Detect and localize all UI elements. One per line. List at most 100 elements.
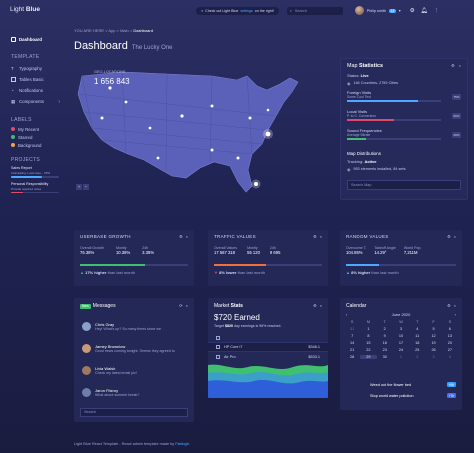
sound-frequencies-row: Sound Frequencies Average Bitrate 20%: [347, 128, 461, 140]
calendar-day[interactable]: 26: [431, 348, 436, 352]
percent-button[interactable]: 50%: [452, 113, 461, 119]
percent-button[interactable]: 20%: [452, 132, 461, 138]
breadcrumb-app[interactable]: App: [108, 28, 116, 33]
calendar-day[interactable]: 18: [415, 341, 420, 345]
calendar-day[interactable]: 28: [350, 355, 355, 359]
sidebar-label-starred[interactable]: Starred: [0, 133, 66, 141]
close-icon[interactable]: ×: [185, 234, 188, 239]
settings-link[interactable]: settings: [240, 8, 253, 13]
project-title[interactable]: Sales Report: [11, 166, 32, 170]
close-icon[interactable]: ×: [458, 63, 461, 68]
refresh-icon[interactable]: ⟳: [179, 303, 183, 308]
more-icon[interactable]: ⋮: [433, 7, 440, 14]
sidebar-label-recent[interactable]: My Recent: [0, 125, 66, 133]
table-row[interactable]: [208, 334, 328, 343]
messages-search-input[interactable]: Search: [80, 408, 188, 417]
map-search-input[interactable]: Search Map: [347, 180, 461, 190]
sidebar-item-dashboard[interactable]: Dashboard: [0, 34, 66, 45]
calendar-day[interactable]: 22: [366, 348, 371, 352]
chevron-right-icon[interactable]: ›: [454, 312, 456, 317]
calendar-day[interactable]: 8: [367, 334, 370, 338]
checkbox[interactable]: [216, 345, 220, 349]
calendar-event[interactable]: Stop world water pollution +7h: [370, 393, 456, 398]
calendar-day[interactable]: 2: [383, 327, 386, 331]
close-icon[interactable]: ×: [453, 234, 456, 239]
close-icon[interactable]: ×: [319, 303, 322, 308]
globe-icon: ◉: [347, 82, 351, 86]
message-item[interactable]: Chris Gray Hey! What's up? So many times …: [82, 322, 161, 331]
calendar-day[interactable]: 17: [398, 341, 404, 345]
calendar-day[interactable]: 25: [415, 348, 420, 352]
calendar-day[interactable]: 30: [382, 355, 387, 359]
calendar-day[interactable]: 16: [382, 341, 387, 345]
market-stats-card: Market Stats ⚙ × $720 Earned Target $820 …: [208, 298, 328, 398]
calendar-day[interactable]: 7: [351, 334, 354, 338]
gear-icon[interactable]: ⚙: [409, 7, 415, 14]
settings-icon[interactable]: ⚙: [451, 63, 455, 68]
calendar-month: June 2020: [391, 312, 411, 317]
settings-icon[interactable]: ⚙: [313, 303, 317, 308]
user-menu[interactable]: Philip smith 13 ▾: [354, 6, 401, 15]
calendar-day[interactable]: 29: [360, 355, 377, 359]
calendar-day[interactable]: 21: [350, 348, 355, 352]
sidebar-item-components[interactable]: ▦ Components ›: [11, 98, 60, 105]
sidebar-item-typography[interactable]: T Typography: [11, 66, 42, 71]
sidebar-label-background[interactable]: Background: [0, 141, 66, 149]
table-row[interactable]: HP Core i7 $346.1: [208, 343, 328, 352]
calendar-day[interactable]: 20: [447, 341, 452, 345]
calendar-day[interactable]: 10: [398, 334, 404, 338]
progress-bar: [347, 100, 441, 102]
close-icon[interactable]: ×: [185, 303, 188, 308]
percent-button[interactable]: 75%: [452, 94, 461, 100]
calendar-day[interactable]: 9: [383, 334, 386, 338]
message-item[interactable]: Livia Walsh Check my latest email plz!: [82, 366, 137, 375]
calendar-day[interactable]: 2: [416, 355, 419, 359]
sidebar-item-notifications[interactable]: ◔ Notifications: [11, 88, 43, 93]
calendar-day[interactable]: 1: [399, 355, 403, 359]
message-item[interactable]: Jaron Fitzroy What about summer break?: [82, 388, 139, 397]
calendar-day[interactable]: 4: [416, 327, 419, 331]
footer-link[interactable]: Flatlogic: [175, 442, 190, 446]
app-logo[interactable]: Light Blue: [10, 6, 41, 13]
settings-icon[interactable]: ⚙: [447, 303, 451, 308]
random-delta: ▲ 8% higher than last month: [346, 270, 399, 275]
chevron-left-icon[interactable]: ‹: [346, 312, 348, 317]
close-icon[interactable]: ×: [319, 234, 322, 239]
table-row[interactable]: Air Pro $533.1: [208, 352, 328, 361]
checkbox[interactable]: [216, 354, 220, 359]
calendar-day[interactable]: 6: [448, 327, 451, 331]
bell-icon[interactable]: 🔔︎: [420, 7, 428, 14]
calendar-day[interactable]: 23: [382, 348, 387, 352]
project-title[interactable]: Personal Responsibility: [11, 181, 49, 186]
settings-icon[interactable]: ⚙: [447, 234, 451, 239]
calendar-day[interactable]: 19: [431, 341, 436, 345]
calendar-day[interactable]: 14: [350, 341, 355, 345]
calendar-day[interactable]: 12: [431, 334, 436, 338]
earned-amount: $720 Earned: [214, 313, 260, 322]
breadcrumb-main[interactable]: Main: [120, 28, 129, 33]
calendar-day[interactable]: 15: [366, 341, 371, 345]
top-search-input[interactable]: ⌕ Search: [286, 6, 343, 15]
sidebar-item-tables[interactable]: Tables Basic: [0, 74, 66, 85]
settings-notice[interactable]: ● Check out Light Blue settings on the r…: [196, 6, 279, 15]
settings-icon[interactable]: ⚙: [313, 234, 317, 239]
calendar-event[interactable]: Weed out the flower bed +6h: [370, 382, 456, 387]
calendar-day[interactable]: 24: [398, 348, 404, 352]
zoom-in-icon[interactable]: +: [76, 184, 82, 190]
calendar-day[interactable]: 3: [399, 327, 403, 331]
close-icon[interactable]: ×: [453, 303, 456, 308]
calendar-day[interactable]: 13: [447, 334, 452, 338]
message-item[interactable]: Jamey Brownlow Good news coming tonight. …: [82, 344, 175, 353]
calendar-day[interactable]: 3: [432, 355, 435, 359]
calendar-day[interactable]: 5: [432, 327, 435, 331]
calendar-day[interactable]: 1: [367, 327, 370, 331]
calendar-day[interactable]: 31: [350, 327, 355, 331]
checkbox[interactable]: [216, 336, 220, 340]
sidebar-section-projects: PROJECTS: [11, 157, 41, 163]
calendar-day[interactable]: 11: [415, 334, 420, 338]
us-map[interactable]: [62, 58, 336, 196]
settings-icon[interactable]: ⚙: [179, 234, 183, 239]
calendar-day[interactable]: 4: [448, 355, 451, 359]
calendar-day[interactable]: 27: [447, 348, 452, 352]
zoom-out-icon[interactable]: −: [83, 184, 89, 190]
